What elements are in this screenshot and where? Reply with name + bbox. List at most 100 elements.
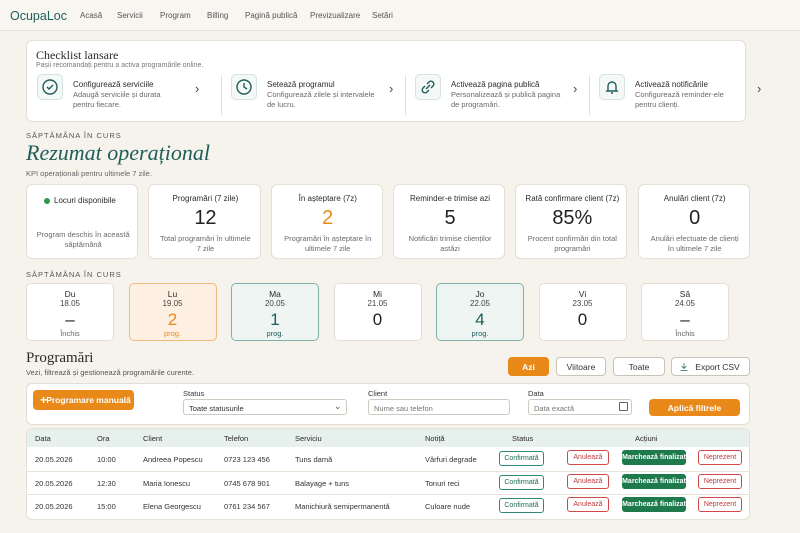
day-card[interactable]: Ma 20.05 1 prog.: [231, 283, 319, 341]
tab-button[interactable]: Azi: [508, 357, 549, 376]
checklist-icon-svg: [605, 81, 619, 94]
table-cell: Manichiură semipermanentă: [295, 502, 390, 512]
nav-item[interactable]: Program: [160, 11, 191, 20]
checklist-item-desc: Adaugă serviciile și durata pentru fieca…: [73, 90, 161, 109]
day-note: Închis: [60, 329, 80, 338]
nav-bar: [0, 0, 800, 31]
column-header: Client: [143, 434, 163, 443]
column-header: Status: [512, 434, 534, 443]
noshow-button[interactable]: Neprezent: [698, 473, 742, 489]
export-button[interactable]: Export CSV: [671, 357, 750, 376]
day-date: 21.05: [367, 299, 388, 308]
checklist-icon: [37, 74, 63, 100]
kpi-desc: Notificări trimise clienților astăzi: [408, 234, 492, 253]
nav-item[interactable]: Pagină publică: [245, 11, 298, 20]
table-cell: 0761 234 567: [224, 502, 270, 512]
kpi-label: În așteptare (7z): [298, 194, 357, 203]
checklist-item-desc: Configurează zilele și intervalele de lu…: [267, 90, 375, 109]
day-card[interactable]: Lu 19.05 2 prog.: [128, 283, 217, 341]
kpi-desc: Procent confirmări din total programări: [527, 234, 617, 253]
status-badge: Confirmată: [499, 451, 544, 466]
add-button[interactable]: Programare manuală +: [33, 390, 134, 410]
day-date: 23.05: [572, 299, 593, 308]
cancel-button[interactable]: Anulează: [567, 473, 609, 489]
checklist-item[interactable]: Configurează serviciile Adaugă serviciile…: [37, 73, 213, 117]
day-name: Ma: [269, 289, 281, 299]
divider: [405, 75, 406, 115]
checklist-item-desc: Configurează reminder-ele pentru clienți…: [635, 90, 724, 109]
checklist-item-title: Activează notificările: [635, 80, 708, 89]
complete-button[interactable]: Marchează finalizat: [622, 473, 686, 489]
kpi-value: 85%: [552, 207, 593, 229]
nav-item[interactable]: Servicii: [117, 11, 143, 20]
table-cell: 0723 123 456: [224, 455, 270, 464]
day-card[interactable]: Du 18.05 – Închis: [26, 283, 114, 341]
status-select[interactable]: Toate statusurile ⌄: [183, 399, 347, 415]
kpi-desc: Program deschis în această săptămână: [36, 230, 130, 249]
kpi-value: 2: [322, 207, 334, 229]
day-date: 18.05: [59, 299, 81, 308]
kpi-label: Reminder-e trimise azi: [410, 194, 491, 203]
checklist-card: Checklist lansare Pașii recomandați pentr…: [26, 40, 761, 122]
client-input[interactable]: Nume sau telefon: [368, 399, 510, 415]
checklist-item[interactable]: Setează programul Configurează zilele și …: [231, 73, 407, 117]
date-input[interactable]: Data exactă: [528, 399, 632, 415]
day-value: –: [680, 310, 690, 329]
apply-button[interactable]: Aplică filtrele: [649, 399, 740, 416]
day-note: prog.: [471, 329, 489, 338]
nav-item[interactable]: Previzualizare: [310, 11, 361, 20]
table-cell: 10:00: [97, 455, 116, 464]
table-cell: Andreea Popescu: [143, 455, 203, 464]
eyebrow: SĂPTĂMÂNA ÎN CURS: [26, 131, 122, 140]
kpi-desc: Programări în așteptare în ultimele 7 zi…: [284, 234, 372, 253]
kpi-card: Reminder-e trimise azi 5 Notificări trimis…: [392, 184, 506, 259]
noshow-button[interactable]: Neprezent: [698, 497, 742, 513]
filter-label: Data: [528, 389, 544, 398]
cancel-button[interactable]: Anulează: [567, 450, 609, 465]
filter-label: Status: [183, 389, 205, 398]
tab-button[interactable]: Toate: [613, 357, 665, 376]
chevron: ›: [389, 81, 394, 96]
column-header: Telefon: [224, 434, 249, 443]
divider: [589, 75, 590, 115]
day-card[interactable]: Jo 22.05 4 prog.: [436, 283, 524, 341]
select-caret: ⌄: [334, 401, 342, 411]
nav-item[interactable]: Billing: [207, 11, 229, 20]
row-divider: [27, 470, 749, 472]
cancel-button[interactable]: Anulează: [567, 497, 609, 513]
day-date: 24.05: [674, 299, 696, 308]
checklist-icon-svg: [236, 79, 252, 95]
day-name: Sâ: [679, 289, 691, 299]
table-cell: 20.05.2026: [35, 502, 73, 512]
table-cell: Tuns damă: [295, 455, 333, 464]
checklist-item[interactable]: Activează pagina publică Personalizează ș…: [415, 73, 591, 117]
day-card[interactable]: Mi 21.05 0: [333, 283, 422, 341]
kpi-label: Rată confirmare client (7z): [525, 194, 620, 203]
appointments-subtitle: Vezi, filtrează și gestionează programăr…: [26, 368, 195, 377]
kpi-desc: Total programări în ultimele 7 zile: [160, 234, 251, 253]
day-name: Du: [64, 289, 76, 299]
noshow-button[interactable]: Neprezent: [698, 450, 742, 465]
kpi-desc: Anulări efectuate de clienți în ultimele…: [650, 234, 739, 253]
complete-button[interactable]: Marchează finalizat: [622, 450, 686, 465]
day-card[interactable]: Sâ 24.05 – Închis: [641, 283, 729, 341]
row-divider: [27, 494, 749, 496]
calendar-icon: [619, 402, 628, 411]
checklist-icon-svg: [42, 79, 58, 95]
complete-button[interactable]: Marchează finalizat: [622, 497, 686, 513]
nav-item[interactable]: Acasă: [80, 11, 103, 20]
kpi-value: 0: [689, 207, 701, 229]
summary-subtitle: KPI operaționali pentru ultimele 7 zile.: [26, 169, 152, 178]
summary-title: Rezumat operațional: [26, 140, 210, 165]
checklist-item-title: Configurează serviciile: [73, 80, 154, 89]
table: Data Ora Client Telefon Serviciu Notiță Status…: [26, 428, 750, 520]
table-cell: 12:30: [97, 478, 116, 488]
tab-button[interactable]: Viitoare: [556, 357, 606, 376]
checklist-subtitle: Pașii recomandați pentru a activa progra…: [36, 62, 204, 69]
day-card[interactable]: Vi 23.05 0: [538, 283, 627, 341]
chevron: ›: [195, 81, 200, 96]
nav-item[interactable]: Setări: [372, 11, 393, 20]
day-name: Jo: [475, 289, 485, 299]
checklist-item[interactable]: Activează notificările Configurează remin…: [599, 73, 775, 117]
day-value: 2: [167, 310, 178, 329]
